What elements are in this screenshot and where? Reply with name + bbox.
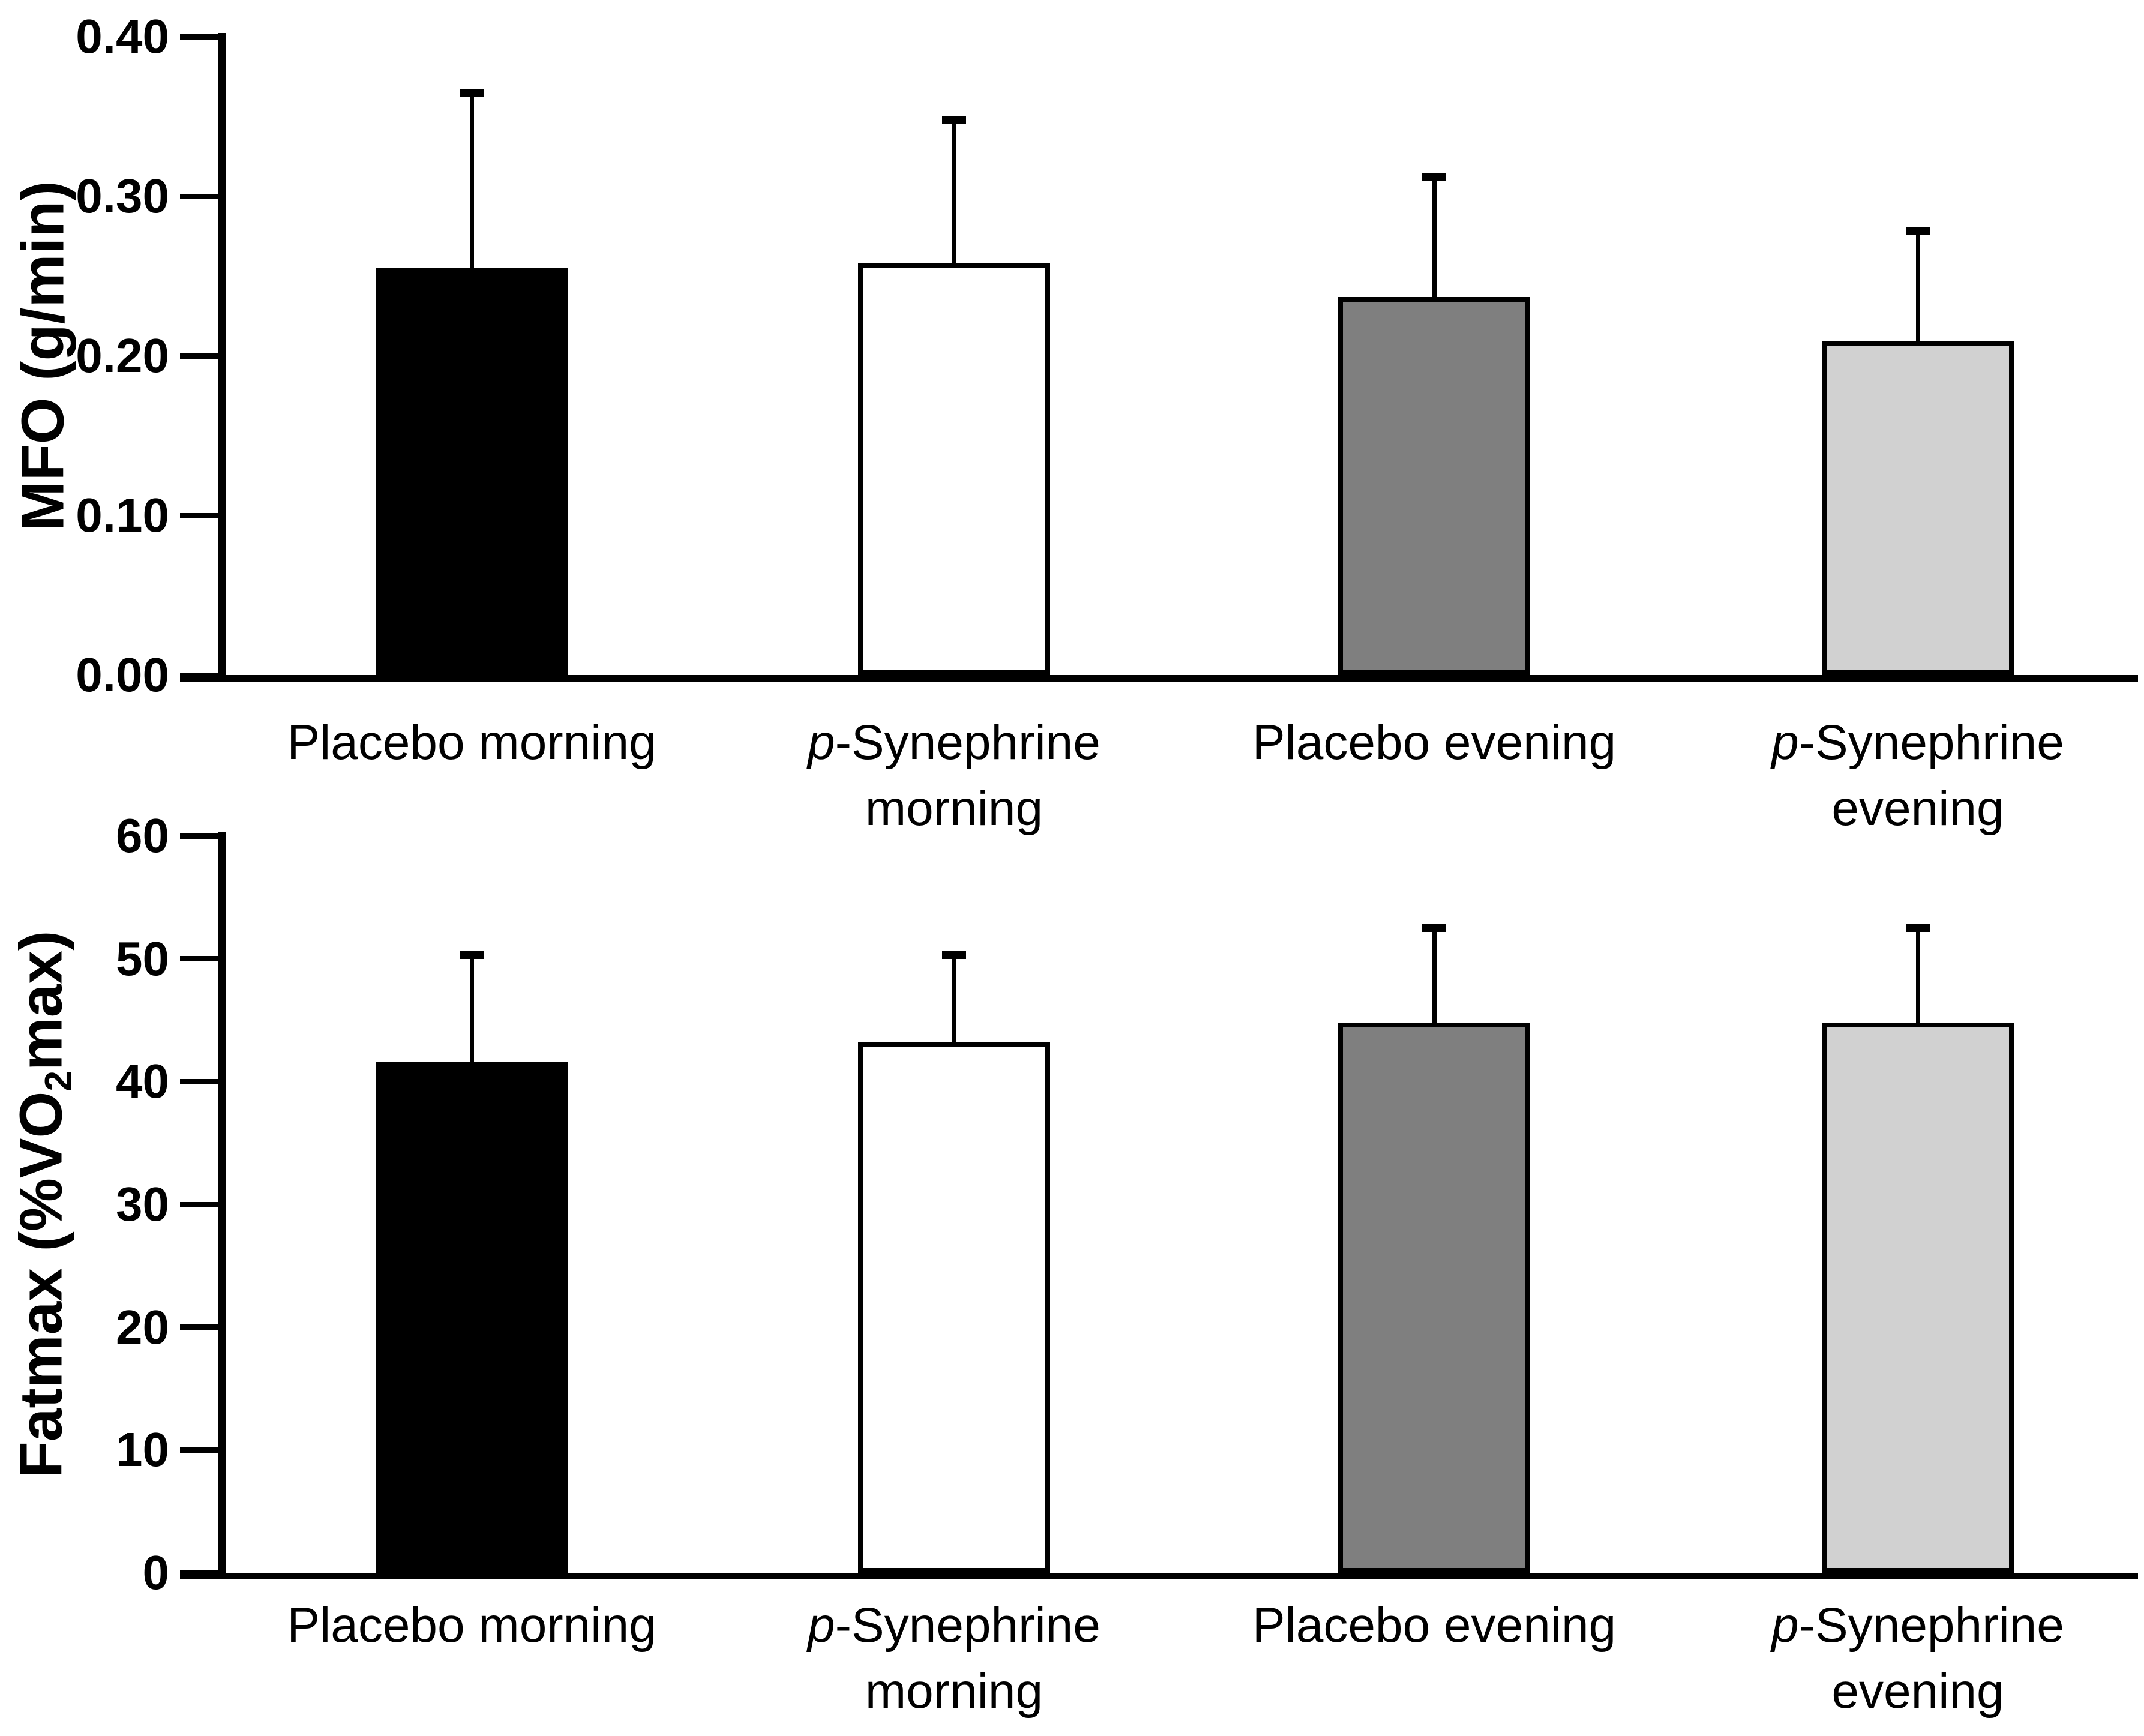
y-tick — [180, 1078, 218, 1084]
category-label-segment: evening — [1831, 1664, 2004, 1719]
category-label-placebo-evening: Placebo evening — [1188, 1593, 1680, 1659]
category-label-segment: Placebo evening — [1252, 715, 1617, 770]
category-label-p-synephrine-evening: p-Synephrine evening — [1672, 1593, 2144, 1725]
y-tick-label: 0.30 — [76, 169, 169, 223]
y-axis-line — [218, 33, 226, 679]
bar-placebo-morning — [376, 268, 568, 675]
category-label-segment: Placebo morning — [287, 715, 656, 770]
bar-p-synephrine-evening — [1822, 1023, 2014, 1573]
y-tick-label: 60 — [116, 809, 169, 862]
category-label-segment: -Synephrine — [1798, 1598, 2064, 1653]
y-tick — [180, 512, 218, 518]
category-label-line: Placebo evening — [1188, 710, 1680, 776]
category-label-segment: p — [1771, 715, 1799, 770]
error-bar-line-p-synephrine-morning — [952, 955, 956, 1042]
y-tick — [180, 34, 218, 40]
category-label-p-synephrine-morning: p-Synephrine morning — [708, 710, 1200, 842]
y-axis-title-subscript: 2 — [37, 1071, 79, 1092]
category-label-segment: morning — [865, 1664, 1043, 1719]
error-bar-cap-p-synephrine-evening — [1906, 227, 1930, 236]
category-label-segment: -Synephrine — [835, 1598, 1101, 1653]
error-bar-line-p-synephrine-evening — [1915, 231, 1920, 342]
y-axis-title-text: max) — [7, 930, 75, 1071]
category-label-line: evening — [1672, 1659, 2144, 1725]
x-axis-line — [180, 1573, 2138, 1579]
category-label-segment: Placebo evening — [1252, 1598, 1617, 1653]
category-label-line: Placebo morning — [226, 710, 718, 776]
error-bar-cap-p-synephrine-morning — [942, 115, 966, 124]
y-tick — [180, 956, 218, 962]
y-tick-label: 0.20 — [76, 329, 169, 382]
error-bar-cap-placebo-evening — [1422, 924, 1446, 932]
category-label-placebo-evening: Placebo evening — [1188, 710, 1680, 776]
y-tick-label: 30 — [116, 1177, 169, 1231]
bar-placebo-evening — [1338, 1023, 1530, 1573]
category-label-placebo-morning: Placebo morning — [226, 1593, 718, 1659]
error-bar-cap-placebo-evening — [1422, 173, 1446, 181]
category-label-segment: morning — [865, 781, 1043, 836]
error-bar-cap-p-synephrine-morning — [942, 951, 966, 960]
error-bar-cap-p-synephrine-evening — [1906, 924, 1930, 932]
category-label-line: evening — [1672, 776, 2144, 842]
y-tick-label: 0.00 — [76, 648, 169, 701]
y-tick-label: 50 — [116, 931, 169, 985]
error-bar-line-p-synephrine-evening — [1915, 928, 1920, 1023]
y-axis-title: Fatmax (%VO2max) — [7, 931, 80, 1479]
category-label-line: p-Synephrine — [1672, 1593, 2144, 1659]
error-bar-cap-placebo-morning — [460, 88, 484, 97]
category-label-segment: p — [808, 1598, 835, 1653]
category-label-segment: Placebo morning — [287, 1598, 656, 1653]
y-tick-label: 0.10 — [76, 488, 169, 542]
y-tick-label: 40 — [116, 1054, 169, 1108]
error-bar-line-placebo-evening — [1432, 177, 1437, 297]
y-tick — [180, 193, 218, 199]
bar-placebo-evening — [1338, 296, 1530, 675]
y-tick-label: 0 — [142, 1546, 170, 1599]
y-tick — [180, 1447, 218, 1453]
y-tick-label: 10 — [116, 1423, 169, 1477]
y-tick — [180, 1201, 218, 1207]
error-bar-line-placebo-morning — [469, 92, 474, 268]
category-label-line: Placebo evening — [1188, 1593, 1680, 1659]
y-tick — [180, 672, 218, 678]
y-tick-label: 20 — [116, 1300, 169, 1354]
y-tick — [180, 1570, 218, 1576]
category-label-segment: -Synephrine — [1798, 715, 2064, 770]
category-label-segment: p — [1771, 1598, 1799, 1653]
bar-p-synephrine-morning — [858, 263, 1050, 675]
bar-p-synephrine-morning — [858, 1042, 1050, 1573]
category-label-p-synephrine-morning: p-Synephrine morning — [708, 1593, 1200, 1725]
category-label-segment: evening — [1831, 781, 2004, 836]
y-tick — [180, 353, 218, 359]
error-bar-line-placebo-evening — [1432, 928, 1437, 1023]
bar-p-synephrine-evening — [1822, 341, 2014, 675]
y-tick-label: 0.40 — [76, 10, 169, 63]
x-axis-line — [180, 675, 2138, 682]
category-label-line: morning — [708, 776, 1200, 842]
category-label-segment: p — [808, 715, 835, 770]
error-bar-cap-placebo-morning — [460, 951, 484, 960]
bar-placebo-morning — [376, 1062, 568, 1573]
category-label-placebo-morning: Placebo morning — [226, 710, 718, 776]
y-tick — [180, 1324, 218, 1330]
error-bar-line-placebo-morning — [469, 955, 474, 1062]
category-label-segment: -Synephrine — [835, 715, 1101, 770]
y-axis-title-text: Fatmax (%VO — [7, 1091, 75, 1479]
category-label-line: p-Synephrine — [1672, 710, 2144, 776]
category-label-p-synephrine-evening: p-Synephrine evening — [1672, 710, 2144, 842]
category-label-line: p-Synephrine — [708, 1593, 1200, 1659]
y-axis-line — [218, 832, 226, 1576]
category-label-line: p-Synephrine — [708, 710, 1200, 776]
y-tick — [180, 833, 218, 839]
category-label-line: Placebo morning — [226, 1593, 718, 1659]
category-label-line: morning — [708, 1659, 1200, 1725]
error-bar-line-p-synephrine-morning — [952, 119, 956, 263]
